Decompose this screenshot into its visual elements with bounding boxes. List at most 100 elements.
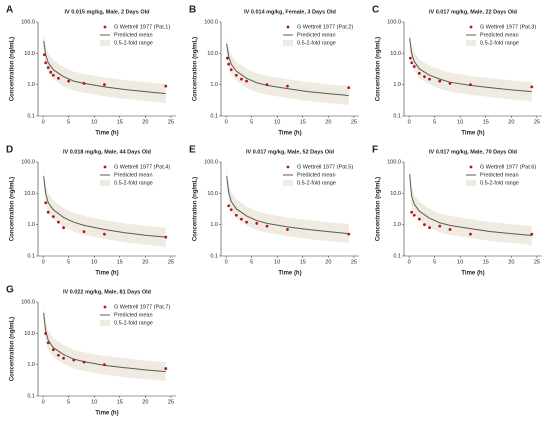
panel-label: A (6, 5, 13, 16)
observed-point (412, 65, 416, 68)
observed-point (428, 77, 431, 81)
predicted-line (409, 174, 532, 237)
y-tick-label: 100.0 (21, 159, 35, 165)
x-tick-label: 25 (351, 259, 357, 265)
y-axis-label: Concentration (ng/mL) (10, 177, 16, 241)
legend-symbol (286, 165, 290, 169)
x-tick-label: 15 (300, 259, 306, 265)
x-tick-label: 20 (142, 259, 148, 265)
legend-symbol (103, 25, 107, 29)
x-tick-label: 20 (508, 259, 514, 265)
observed-point (234, 73, 238, 77)
y-tick-label: 1.0 (27, 82, 35, 88)
observed-point (44, 331, 48, 335)
legend-label: G Wettrell 1977 (Pat.2) (297, 24, 353, 30)
x-tick-label: 25 (534, 119, 540, 125)
x-tick-label: 25 (351, 119, 357, 125)
observed-point (57, 353, 60, 357)
x-tick-label: 5 (250, 259, 253, 265)
observed-point (229, 68, 233, 72)
y-axis-label: Concentration (ng/mL) (376, 37, 382, 101)
observed-point (245, 220, 248, 224)
fold-range-band (43, 31, 166, 103)
x-tick-label: 0 (408, 259, 411, 265)
observed-point (103, 83, 106, 87)
observed-point (448, 81, 452, 85)
legend-symbol (469, 25, 473, 29)
observed-point (229, 208, 233, 212)
legend-label: Predicted mean (114, 32, 153, 38)
observed-point (286, 84, 289, 88)
predicted-line (409, 38, 532, 93)
x-tick-label: 5 (433, 259, 436, 265)
plot-area (225, 34, 351, 105)
observed-point (530, 232, 534, 236)
y-tick-label: 100.0 (21, 299, 35, 305)
y-tick-label: 1.0 (27, 362, 35, 368)
y-tick-label: 10.0 (24, 331, 35, 337)
y-tick-label: 100.0 (387, 19, 401, 25)
chart-title: IV 0.017 mg/kg, Male, 22 Days Old (429, 9, 517, 15)
legend-label: Predicted mean (114, 172, 153, 178)
predicted-line (43, 40, 166, 95)
observed-point (82, 81, 86, 85)
x-tick-label: 15 (483, 259, 489, 265)
x-tick-label: 25 (168, 259, 174, 265)
x-tick-label: 10 (457, 259, 463, 265)
fold-range-band (43, 303, 166, 382)
legend-label: Predicted mean (297, 172, 336, 178)
legend-label: 0.5-2-fold range (297, 40, 336, 46)
x-tick-label: 0 (408, 119, 411, 125)
y-axis-label: Concentration (ng/mL) (193, 37, 199, 101)
predicted-line (43, 176, 166, 238)
x-axis-label: Time (h) (278, 271, 301, 277)
plot-area (226, 166, 351, 243)
observed-point (347, 232, 351, 236)
panel-label: F (372, 145, 378, 156)
y-tick-label: 0.1 (393, 113, 401, 119)
x-tick-label: 20 (142, 399, 148, 405)
x-tick-label: 5 (433, 119, 436, 125)
observed-point (164, 367, 168, 370)
observed-point (82, 360, 86, 364)
y-tick-label: 1.0 (210, 222, 218, 228)
legend-label: G Wettrell 1977 (Pat.7) (114, 304, 170, 310)
x-axis-label: Time (h) (95, 271, 118, 277)
legend-label: 0.5-2-fold range (114, 40, 153, 46)
y-axis-label: Concentration (ng/mL) (10, 317, 16, 381)
observed-point (255, 221, 259, 225)
observed-point (410, 210, 414, 214)
observed-point (103, 363, 106, 367)
x-tick-label: 10 (91, 259, 97, 265)
observed-point (227, 62, 231, 66)
y-tick-label: 0.1 (393, 253, 401, 259)
observed-point (44, 61, 48, 65)
legend-symbol (100, 40, 110, 46)
plot-area (42, 31, 168, 103)
observed-point (42, 53, 46, 57)
observed-point (225, 56, 229, 60)
panel-label: G (6, 285, 14, 296)
x-tick-label: 5 (67, 399, 70, 405)
x-tick-label: 0 (42, 119, 45, 125)
y-tick-label: 10.0 (207, 191, 218, 197)
predicted-line (226, 176, 349, 235)
observed-point (530, 85, 534, 89)
legend-symbol (469, 165, 473, 169)
legend-label: G Wettrell 1977 (Pat.4) (114, 164, 170, 170)
observed-point (51, 215, 55, 219)
observed-point (51, 73, 55, 77)
observed-point (234, 213, 238, 217)
y-tick-label: 10.0 (24, 51, 35, 57)
observed-point (245, 79, 248, 83)
fold-range-band (226, 34, 349, 105)
x-tick-label: 0 (225, 119, 228, 125)
legend-symbol (283, 180, 293, 186)
legend-label: 0.5-2-fold range (480, 40, 519, 46)
observed-point (164, 235, 168, 239)
x-tick-label: 15 (483, 119, 489, 125)
legend-label: G Wettrell 1977 (Pat.1) (114, 24, 170, 30)
observed-point (412, 213, 416, 217)
observed-point (62, 356, 65, 360)
panel: D IV 0.018 mg/kg, Male, 44 Days Old Concen… (6, 145, 176, 277)
